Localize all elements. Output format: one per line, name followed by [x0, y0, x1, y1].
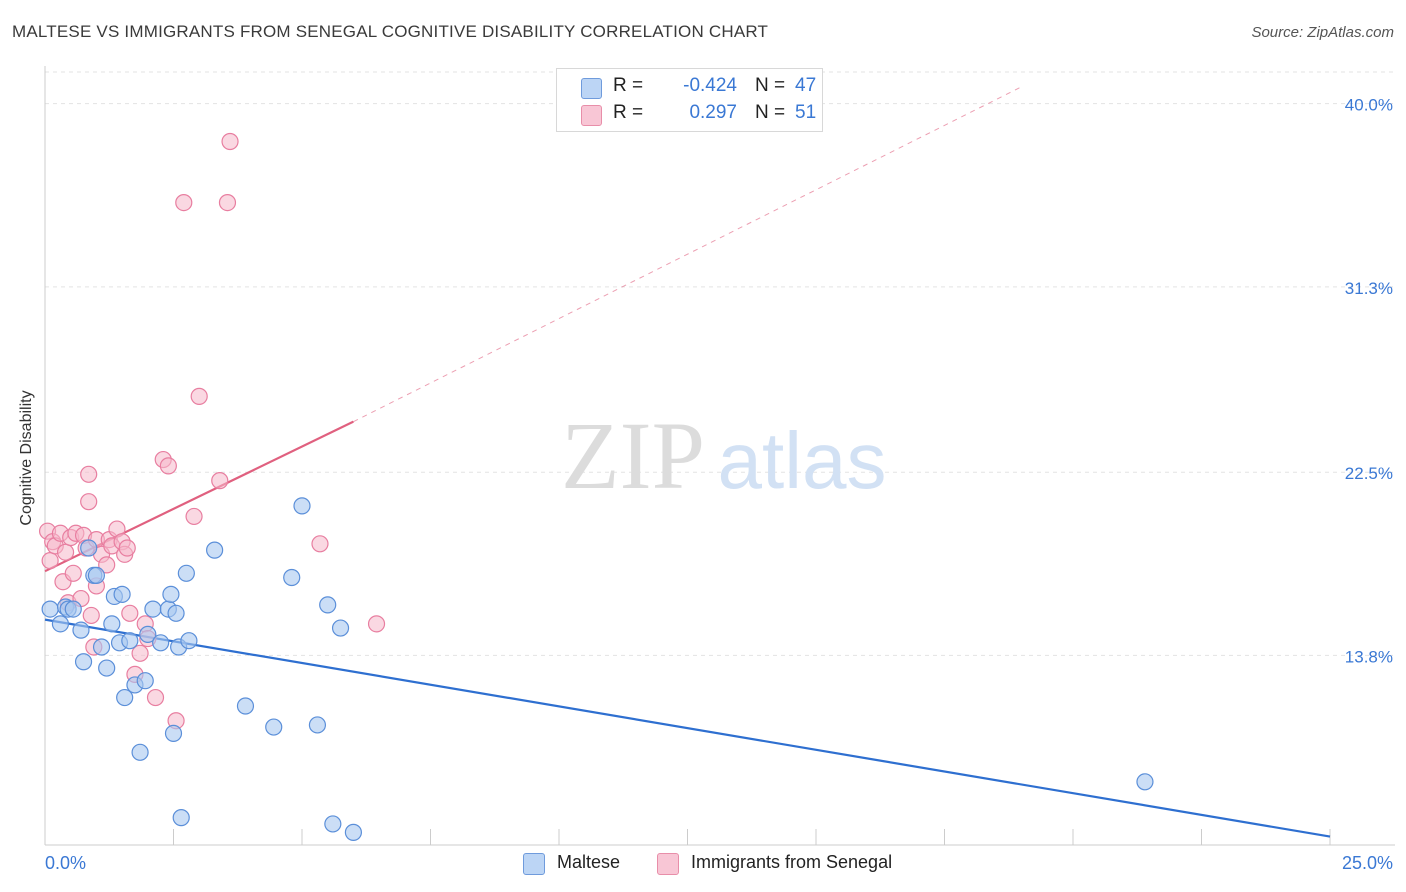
x-tick-label: 0.0%: [45, 853, 86, 873]
maltese-point: [324, 815, 342, 833]
maltese-point: [87, 566, 106, 584]
maltese-point: [164, 724, 183, 742]
senegal-point: [56, 543, 75, 561]
maltese-point: [139, 625, 157, 643]
maltese-point: [172, 809, 190, 827]
maltese-point: [152, 634, 170, 652]
maltese-point: [177, 564, 195, 582]
watermark: ZIP atlas: [561, 402, 886, 509]
senegal-point: [131, 644, 149, 662]
x-tick-label: 25.0%: [1342, 853, 1393, 873]
maltese-trend-line: [44, 618, 1331, 838]
r-value: -0.424: [683, 75, 737, 96]
r-value: 0.297: [689, 102, 737, 123]
maltese-points: [41, 497, 1154, 841]
y-tick-label: 22.5%: [1345, 464, 1393, 483]
pink-swatch: [581, 105, 602, 126]
senegal-point: [367, 615, 386, 633]
senegal-point: [82, 606, 100, 625]
r-label: R =: [613, 75, 644, 96]
watermark-zip: ZIP: [561, 402, 705, 509]
senegal-point: [80, 493, 98, 511]
r-label: R =: [613, 102, 644, 123]
blue-swatch: [581, 78, 602, 99]
legend-label: Immigrants from Senegal: [691, 852, 893, 872]
maltese-point: [131, 743, 149, 761]
senegal-point: [190, 387, 208, 405]
senegal-point: [121, 604, 139, 622]
senegal-point: [41, 552, 59, 570]
maltese-point: [121, 632, 139, 650]
senegal-trend-extension: [353, 86, 1022, 423]
senegal-point: [80, 465, 98, 483]
maltese-point: [283, 568, 301, 587]
maltese-point: [116, 688, 134, 707]
maltese-point: [113, 585, 131, 603]
y-tick-label: 13.8%: [1345, 647, 1393, 666]
maltese-point: [136, 672, 154, 690]
source-label: Source: ZipAtlas.com: [1251, 24, 1394, 41]
maltese-point: [80, 539, 98, 557]
senegal-point: [159, 457, 177, 475]
maltese-point: [265, 718, 283, 736]
maltese-point: [51, 615, 70, 633]
maltese-point: [344, 823, 362, 841]
senegal-point: [64, 564, 82, 582]
senegal-point: [118, 539, 136, 557]
maltese-point: [1136, 773, 1154, 791]
pink-swatch: [657, 853, 679, 875]
maltese-point: [103, 615, 121, 633]
maltese-point: [319, 596, 337, 614]
watermark-atlas: atlas: [718, 416, 887, 505]
maltese-point: [64, 600, 82, 618]
y-tick-label: 31.3%: [1345, 279, 1393, 298]
maltese-point: [206, 541, 224, 559]
maltese-point: [162, 585, 180, 603]
chart-title: MALTESE VS IMMIGRANTS FROM SENEGAL COGNI…: [12, 22, 769, 41]
senegal-point: [211, 472, 229, 490]
n-value: 47: [795, 75, 817, 96]
maltese-point: [72, 621, 90, 639]
maltese-point: [92, 638, 111, 656]
senegal-point: [311, 535, 329, 553]
senegal-point: [221, 132, 239, 151]
maltese-point: [180, 632, 198, 650]
maltese-point: [308, 716, 327, 734]
maltese-point: [74, 653, 93, 671]
maltese-point: [98, 659, 116, 677]
grid-lines: [45, 71, 1395, 656]
senegal-point: [98, 556, 116, 574]
blue-swatch: [523, 853, 545, 875]
n-value: 51: [795, 102, 817, 123]
legend-label: Maltese: [557, 852, 621, 872]
n-label: N =: [755, 102, 786, 123]
maltese-point: [41, 600, 59, 618]
y-tick-label: 40.0%: [1345, 96, 1393, 115]
senegal-point: [175, 193, 193, 212]
tick-labels: 13.8% 22.5% 31.3% 40.0% 0.0% 25.0%: [45, 96, 1393, 873]
senegal-point: [218, 193, 237, 212]
senegal-point: [146, 688, 165, 707]
maltese-point: [167, 604, 185, 622]
senegal-point: [185, 507, 203, 526]
axes: [44, 66, 1395, 846]
maltese-point: [236, 697, 255, 715]
maltese-point: [144, 600, 162, 618]
maltese-point: [331, 619, 350, 637]
correlation-legend: R = -0.424 N = 47 R = 0.297 N = 51: [556, 68, 823, 132]
maltese-point: [293, 497, 311, 515]
n-label: N =: [755, 75, 786, 96]
